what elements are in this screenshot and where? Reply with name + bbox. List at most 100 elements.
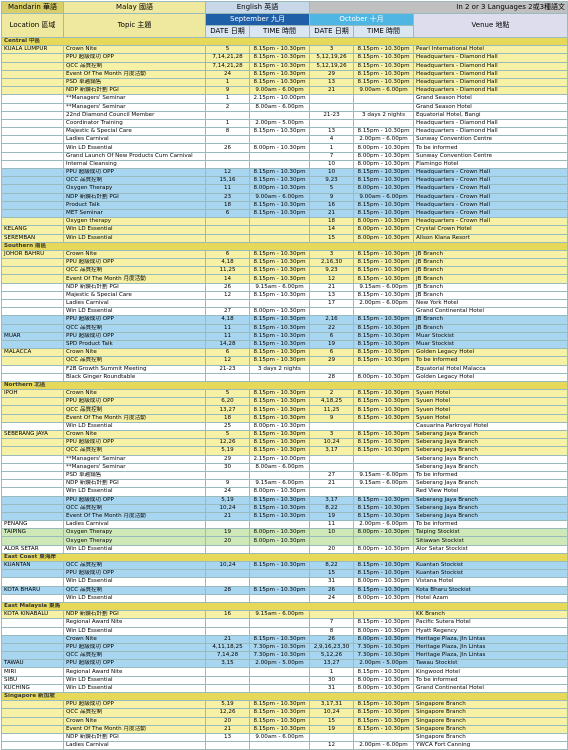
cell: JB Branch — [413, 266, 568, 276]
cell: 2.00pm - 6.00pm — [353, 298, 415, 309]
cell: 8.15pm - 10.30pm — [353, 429, 415, 440]
cell: 20 — [205, 716, 250, 726]
cell: Event Of The Month 月度活動 — [63, 413, 206, 423]
cell: KUANTAN — [1, 560, 64, 571]
cell: 9.15am - 6.00pm — [248, 479, 311, 489]
cell: 8.15pm - 10.30pm — [248, 258, 311, 268]
cell: 21-23 — [205, 364, 250, 374]
cell — [248, 618, 311, 628]
cell: 3,17 — [309, 446, 355, 456]
cell: Seberang Jaya Branch — [413, 503, 568, 513]
cell — [309, 454, 355, 464]
cell: 17 — [309, 298, 355, 309]
cell: To be informed — [413, 143, 568, 153]
cell: PENANG — [1, 520, 64, 530]
cell: 8.00pm - 10.30pm — [353, 217, 415, 227]
cell: 2.00pm - 6.00pm — [353, 135, 415, 145]
cell: 8.15pm - 10.30pm — [353, 323, 415, 333]
cell: Seberang Jaya Branch — [413, 438, 568, 448]
cell — [1, 495, 64, 505]
cell: 2.15pm - 10.00pm — [248, 454, 311, 464]
cell: JB Branch — [413, 282, 568, 292]
cell: PPU 超級成功 OPP — [63, 569, 206, 579]
cell: Majestic & Special Care — [63, 290, 206, 301]
cell: 10 — [309, 528, 355, 538]
cell: 8.00pm - 10.30pm — [353, 593, 415, 603]
cell: Sunway Convention Centre — [413, 151, 568, 161]
cell — [1, 487, 64, 497]
cell: 8.15pm - 10.30pm — [353, 356, 415, 366]
cell — [1, 143, 64, 153]
cell — [353, 732, 415, 743]
cell: 8.15pm - 10.30pm — [353, 700, 415, 710]
cell: Crown Nite — [63, 389, 206, 399]
cell: PPU 超級成功 OPP — [63, 642, 206, 653]
cell: 8.15pm - 10.30pm — [248, 249, 311, 260]
cell — [205, 618, 250, 628]
cell: 8.00pm - 10.30pm — [353, 225, 415, 235]
cell: MIRI — [1, 667, 64, 677]
cell: 8.00pm - 10.30pm — [248, 307, 311, 317]
cell: 9.00am - 6.00pm — [248, 192, 311, 202]
cell: KELANG — [1, 225, 64, 235]
cell: Win LD Essential — [63, 593, 206, 603]
cell: Headquarters - Crown Hall — [413, 192, 568, 202]
cell — [1, 651, 64, 661]
cell — [248, 741, 311, 750]
cell: 8.15pm - 10.30pm — [353, 69, 415, 79]
cell: JB Branch — [413, 249, 568, 260]
event-row: PPU 超級成功 OPP 12,26 8.15pm - 10.30pm 10,24 8.… — [1, 438, 568, 448]
cell: 8.15pm - 10.30pm — [353, 208, 415, 219]
cell: 8.15pm - 10.30pm — [248, 446, 311, 456]
event-row: NDP 新鑽石計劃 PGI 26 9.15am - 6.00pm 21 9.15am -… — [1, 282, 568, 292]
event-row: Win LD Essential 31 8.00pm - 10.30pm Vistan… — [1, 577, 568, 587]
cell: 8.15pm - 10.30pm — [248, 700, 311, 710]
cell: 9 — [309, 192, 355, 202]
cell: JB Branch — [413, 274, 568, 284]
event-row: KELANG Win LD Essential 14 8.00pm - 10.30pm… — [1, 225, 568, 235]
cell: Taiping Stockist — [413, 528, 568, 538]
cell — [1, 462, 64, 472]
cell: 8.15pm - 10.30pm — [248, 274, 311, 284]
cell — [1, 479, 64, 489]
section-row: East Malaysia 東馬 — [0, 601, 568, 612]
cell: NDP 新鑽石計劃 PGI — [63, 479, 206, 489]
cell — [205, 135, 250, 145]
cell: 31 — [309, 577, 355, 587]
cell: 24 — [309, 593, 355, 603]
cell: Seberang Jaya Branch — [413, 429, 568, 440]
cell — [248, 135, 311, 145]
cell: Coordinator Training — [63, 118, 206, 129]
cell: Headquarters - Diamond Hall — [413, 69, 568, 79]
cell: 23 — [205, 192, 250, 202]
cell — [353, 118, 415, 129]
event-row: PPU 超級成功 OPP 5,19 8.15pm - 10.30pm 3,17 8.15… — [1, 495, 568, 505]
cell: Heritage Plaza, Jln Lintas — [413, 651, 568, 661]
cell: Product Talk — [63, 200, 206, 210]
cell: QCC 品質控制 — [63, 708, 206, 718]
cell — [1, 290, 64, 301]
cell — [205, 470, 250, 481]
cell — [1, 724, 64, 734]
cell — [205, 520, 250, 530]
cell: Grand Continental Hotel — [413, 307, 568, 317]
cell — [353, 610, 415, 620]
cell: 28 — [309, 372, 355, 382]
cell — [248, 372, 311, 382]
cell — [1, 511, 64, 522]
cell: 29 — [309, 356, 355, 366]
cell: 5 — [205, 429, 250, 440]
cell: 7.30pm - 10.30pm — [248, 642, 311, 653]
cell: 5,12,26 — [309, 651, 355, 661]
event-row: PPU 超級成功 OPP 4,18 8.15pm - 10.30pm 2,16 8.15… — [1, 315, 568, 325]
cell: 15,16 — [205, 176, 250, 186]
cell: 16 — [205, 610, 250, 620]
cell: 9.00am - 6.00pm — [248, 732, 311, 743]
cell: Muar Stockist — [413, 331, 568, 341]
cell: 8.15pm - 10.30pm — [248, 208, 311, 219]
section-row: Singapore 新加坡 — [0, 691, 568, 702]
cell — [353, 536, 415, 546]
cell: Kota Bharu Stockist — [413, 585, 568, 595]
cell: QCC 品質控制 — [63, 585, 206, 595]
cell: 9 — [205, 479, 250, 489]
